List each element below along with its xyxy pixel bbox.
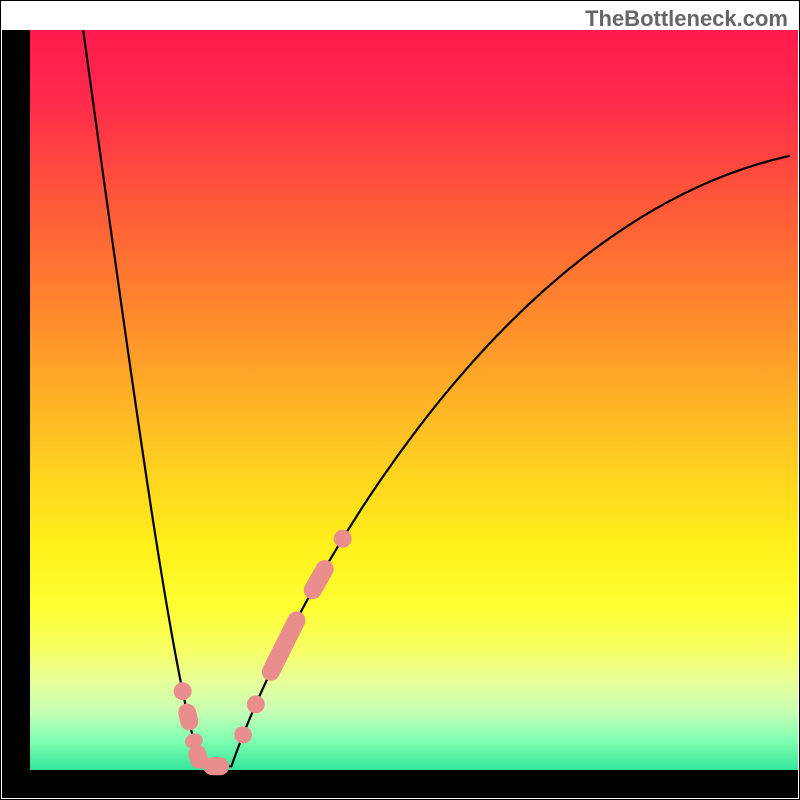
marker-dot <box>174 682 192 700</box>
chart-container: TheBottleneck.com <box>0 0 800 800</box>
chart-svg <box>0 0 800 800</box>
gradient-plot-area <box>30 30 798 770</box>
marker-dot <box>334 530 352 548</box>
watermark-text: TheBottleneck.com <box>585 6 788 32</box>
marker-dot <box>247 695 265 713</box>
left-black-axis <box>2 30 30 798</box>
bottom-black-axis <box>2 770 798 798</box>
marker-pill <box>203 757 229 775</box>
